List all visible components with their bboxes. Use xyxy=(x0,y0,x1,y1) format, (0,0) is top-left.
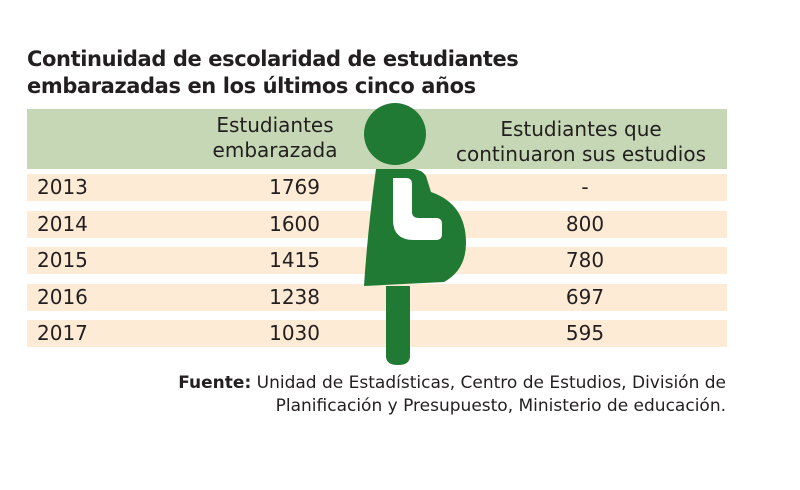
year-cell: 2014 xyxy=(37,212,88,236)
pregnant-count-cell: 1600 xyxy=(269,212,320,236)
column-header-pregnant-line-1: Estudiantes xyxy=(216,113,334,137)
continued-count-cell: 595 xyxy=(565,321,605,345)
chart-title-line-1: Continuidad de escolaridad de estudiante… xyxy=(27,47,519,71)
continued-count-cell: 800 xyxy=(565,212,605,236)
column-header-pregnant-line-2: embarazada xyxy=(212,138,338,162)
column-header-continued: Estudiantes que continuaron sus estudios xyxy=(432,117,730,167)
table-row xyxy=(27,320,727,347)
figure-head xyxy=(364,103,426,165)
year-cell: 2016 xyxy=(37,285,88,309)
table-row xyxy=(27,284,727,311)
pregnant-count-cell: 1415 xyxy=(269,248,320,272)
year-cell: 2013 xyxy=(37,175,88,199)
source-label: Fuente: xyxy=(178,373,252,393)
pregnant-count-cell: 1769 xyxy=(269,175,320,199)
source-line-1: Fuente: Unidad de Estadísticas, Centro d… xyxy=(110,372,726,395)
column-header-continued-line-1: Estudiantes que xyxy=(500,117,662,141)
pregnant-count-cell: 1238 xyxy=(269,285,320,309)
source-note: Fuente: Unidad de Estadísticas, Centro d… xyxy=(110,372,726,418)
year-cell: 2017 xyxy=(37,321,88,345)
year-cell: 2015 xyxy=(37,248,88,272)
pregnant-woman-icon xyxy=(364,103,466,365)
source-line-2: Planificación y Presupuesto, Ministerio … xyxy=(275,396,726,416)
column-header-pregnant: Estudiantes embarazada xyxy=(195,113,355,163)
continued-count-cell: - xyxy=(581,175,589,199)
continued-count-cell: 780 xyxy=(565,248,605,272)
column-header-continued-line-2: continuaron sus estudios xyxy=(456,142,706,166)
continued-count-cell: 697 xyxy=(565,285,605,309)
chart-title-line-2: embarazadas en los últimos cinco años xyxy=(27,74,476,98)
figure-leg xyxy=(386,286,410,365)
source-text-1: Unidad de Estadísticas, Centro de Estudi… xyxy=(256,373,726,393)
pregnant-count-cell: 1030 xyxy=(269,321,320,345)
chart-title: Continuidad de escolaridad de estudiante… xyxy=(27,46,647,100)
figure-arm xyxy=(393,178,442,240)
